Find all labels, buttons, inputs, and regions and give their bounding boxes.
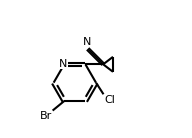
Text: N: N	[83, 37, 91, 47]
Text: Br: Br	[40, 111, 52, 121]
Text: N: N	[59, 59, 68, 69]
Text: Cl: Cl	[104, 95, 115, 105]
